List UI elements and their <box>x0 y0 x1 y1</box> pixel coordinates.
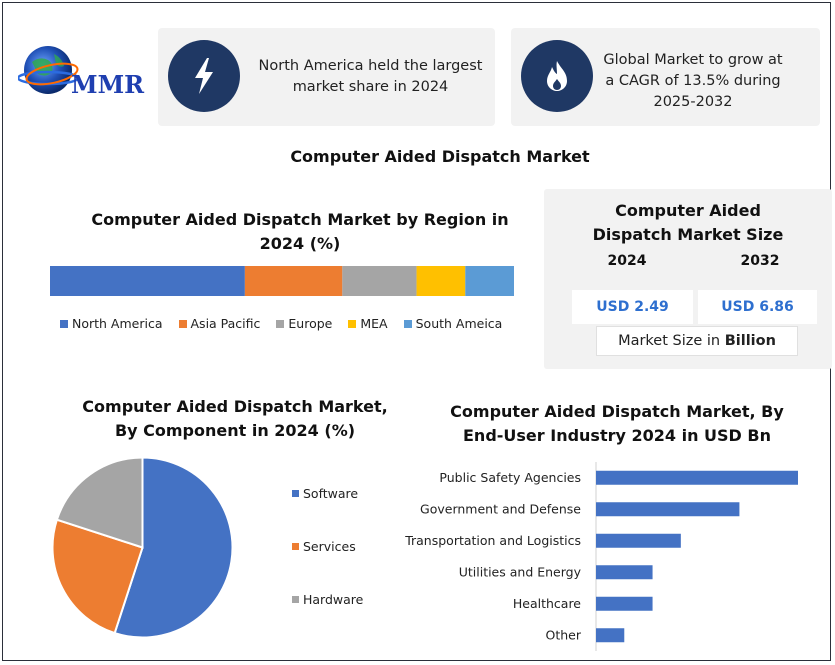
footer-unit: Billion <box>724 333 776 349</box>
bar-1 <box>596 502 740 517</box>
region-legend: North America Asia Pacific Europe MEA So… <box>60 316 502 331</box>
legend-label: North America <box>72 316 163 331</box>
bar-0 <box>596 470 798 485</box>
legend-label: South Ameica <box>415 316 503 331</box>
bar-3 <box>596 565 653 580</box>
bar-category-label: Government and Defense <box>420 501 581 516</box>
value-2024: USD 2.49 <box>572 290 693 324</box>
legend-label: Services <box>303 539 356 554</box>
flame-badge <box>521 40 593 112</box>
legend-swatch <box>292 596 299 603</box>
legend-item-software: Software <box>292 486 358 501</box>
bar-category-label: Other <box>546 627 582 642</box>
logo-text: MMR <box>71 70 145 99</box>
legend-label: Hardware <box>303 592 364 607</box>
card-text: North America held the largest market sh… <box>258 58 483 95</box>
legend-item-europe: Europe <box>276 316 332 331</box>
legend-item-services: Services <box>292 539 356 554</box>
legend-swatch <box>178 319 187 328</box>
legend-item-south-america: South Ameica <box>403 316 503 331</box>
legend-label: MEA <box>360 316 388 331</box>
legend-swatch <box>292 490 299 497</box>
legend-item-asia-pacific: Asia Pacific <box>178 316 261 331</box>
bar-2 <box>596 533 681 548</box>
value-2032: USD 6.86 <box>698 290 817 324</box>
region-segment-1 <box>244 266 343 296</box>
legend-swatch <box>348 319 357 328</box>
flame-icon <box>547 61 567 91</box>
footer-prefix: Market Size in <box>618 333 725 349</box>
bar-category-label: Public Safety Agencies <box>439 470 581 485</box>
legend-swatch <box>292 543 299 550</box>
year-2032-label: 2032 <box>740 253 780 269</box>
mmr-logo: MMR <box>16 44 150 100</box>
legend-label: Europe <box>288 316 333 331</box>
market-size-footer: Market Size in Billion <box>596 326 798 356</box>
legend-swatch <box>403 319 412 328</box>
pie-slice-services <box>51 518 144 635</box>
region-bar-svg <box>50 266 514 296</box>
region-chart-title: Computer Aided Dispatch Market by Region… <box>91 210 509 253</box>
pie-slice-software <box>113 456 234 639</box>
legend-label: Asia Pacific <box>190 316 261 331</box>
year-2024-label: 2024 <box>607 253 647 269</box>
end-user-bar-svg: Public Safety Agencies Government and Def… <box>404 462 798 651</box>
legend-item-hardware: Hardware <box>292 592 363 607</box>
bar-5 <box>596 628 625 643</box>
highlight-card-region: North America held the largest market sh… <box>158 28 495 126</box>
region-segment-2 <box>342 266 417 296</box>
lightning-icon <box>195 58 213 94</box>
region-segment-3 <box>416 266 466 296</box>
legend-swatch <box>60 319 68 328</box>
legend-label: Software <box>303 486 359 501</box>
bar-category-label: Utilities and Energy <box>459 564 582 579</box>
market-size-panel: Computer Aided Dispatch Market Size 2024… <box>544 189 832 369</box>
lightning-badge <box>168 40 240 112</box>
end-user-chart-title: Computer Aided Dispatch Market, By End-U… <box>450 402 784 445</box>
highlight-card-cagr: Global Market to grow at a CAGR of 13.5%… <box>511 28 820 126</box>
region-stacked-bar <box>50 266 514 296</box>
bar-4 <box>596 596 653 611</box>
pie-slice-hardware <box>55 456 144 549</box>
region-segment-4 <box>465 266 514 296</box>
pie-svg <box>51 456 234 639</box>
end-user-bar-chart: Public Safety Agencies Government and Def… <box>398 462 818 652</box>
globe-icon <box>16 46 80 94</box>
legend-item-north-america: North America <box>60 316 163 331</box>
bar-category-label: Transportation and Logistics <box>404 533 581 548</box>
legend-item-mea: MEA <box>348 316 388 331</box>
pie-legend: Software Services Hardware <box>292 486 402 616</box>
card-text: Global Market to grow at a CAGR of 13.5%… <box>603 52 783 110</box>
component-chart-title: Computer Aided Dispatch Market, By Compo… <box>82 397 388 440</box>
main-title: Computer Aided Dispatch Market <box>290 147 590 166</box>
market-size-title: Computer Aided Dispatch Market Size <box>592 201 784 244</box>
component-pie <box>50 455 235 640</box>
region-segment-0 <box>50 266 245 296</box>
bar-category-label: Healthcare <box>513 596 581 611</box>
legend-swatch <box>276 319 285 328</box>
